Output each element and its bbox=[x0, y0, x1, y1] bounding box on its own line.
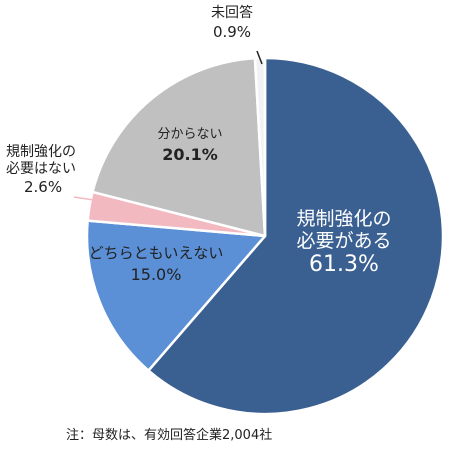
leader-line bbox=[73, 196, 101, 202]
pie-slice bbox=[147, 56, 445, 416]
pie-slice bbox=[85, 219, 267, 372]
slice-percent: 0.9% bbox=[213, 23, 251, 41]
slice-label: 必要がある bbox=[296, 230, 391, 252]
slice-percent: 15.0% bbox=[131, 265, 182, 284]
slice-percent: 61.3% bbox=[309, 252, 379, 277]
footnote: 注：母数は、有効回答企業2,004社 bbox=[66, 428, 273, 443]
slice-label: 規制強化の bbox=[6, 144, 76, 160]
leader-line bbox=[256, 50, 263, 65]
slice-label: どちらともいえない bbox=[89, 244, 224, 262]
pie-slice bbox=[91, 57, 267, 238]
slice-percent: 2.6% bbox=[24, 178, 62, 196]
slice-label: 必要はない bbox=[6, 161, 76, 177]
slice-label: 規制強化の bbox=[296, 208, 391, 230]
slice-label: 未回答 bbox=[211, 4, 253, 21]
slice-percent: 20.1% bbox=[162, 145, 218, 164]
slice-label: 分からない bbox=[157, 127, 222, 142]
